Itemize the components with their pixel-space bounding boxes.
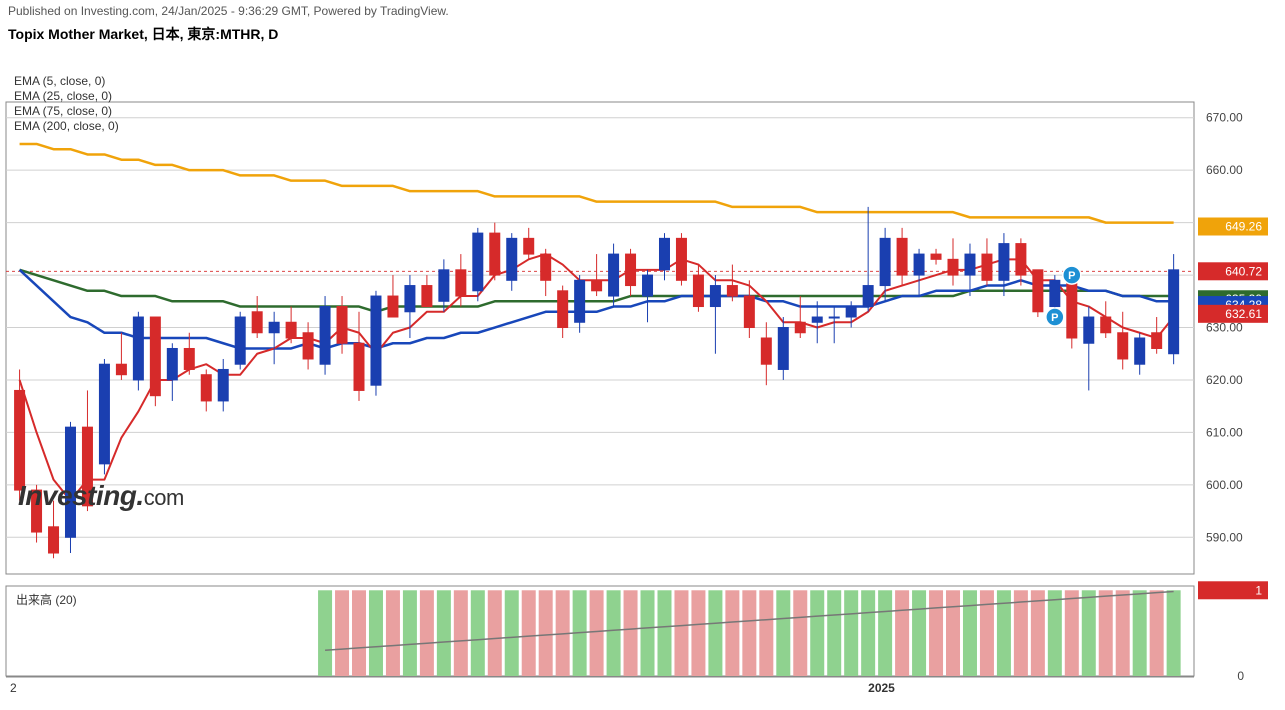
chart-title: Topix Mother Market, 日本, 東京:MTHR, D [0, 22, 1285, 50]
legend-ema200: EMA (200, close, 0) [14, 119, 119, 134]
svg-text:P: P [1068, 270, 1075, 282]
svg-text:1: 1 [1255, 583, 1262, 597]
svg-text:P: P [1051, 312, 1058, 324]
svg-text:649.26: 649.26 [1225, 220, 1262, 234]
svg-text:670.00: 670.00 [1206, 111, 1243, 125]
svg-text:610.00: 610.00 [1206, 425, 1243, 439]
chart-canvas: 590.00600.00610.00620.00630.00640.00650.… [0, 50, 1285, 710]
legend-ema5: EMA (5, close, 0) [14, 74, 119, 89]
svg-text:640.72: 640.72 [1225, 264, 1262, 278]
watermark-logo: Investing.com [18, 480, 184, 512]
svg-text:660.00: 660.00 [1206, 163, 1243, 177]
publish-info: Published on Investing.com, 24/Jan/2025 … [0, 0, 1285, 22]
svg-text:620.00: 620.00 [1206, 373, 1243, 387]
svg-text:0: 0 [1237, 669, 1244, 683]
svg-text:出来高 (20): 出来高 (20) [16, 592, 77, 607]
svg-text:632.61: 632.61 [1225, 307, 1262, 321]
svg-text:2025: 2025 [868, 681, 895, 695]
svg-text:2: 2 [10, 681, 17, 695]
legend-ema75: EMA (75, close, 0) [14, 104, 119, 119]
legend-ema25: EMA (25, close, 0) [14, 89, 119, 104]
svg-text:600.00: 600.00 [1206, 478, 1243, 492]
svg-text:590.00: 590.00 [1206, 530, 1243, 544]
indicator-legend: EMA (5, close, 0) EMA (25, close, 0) EMA… [14, 74, 119, 134]
